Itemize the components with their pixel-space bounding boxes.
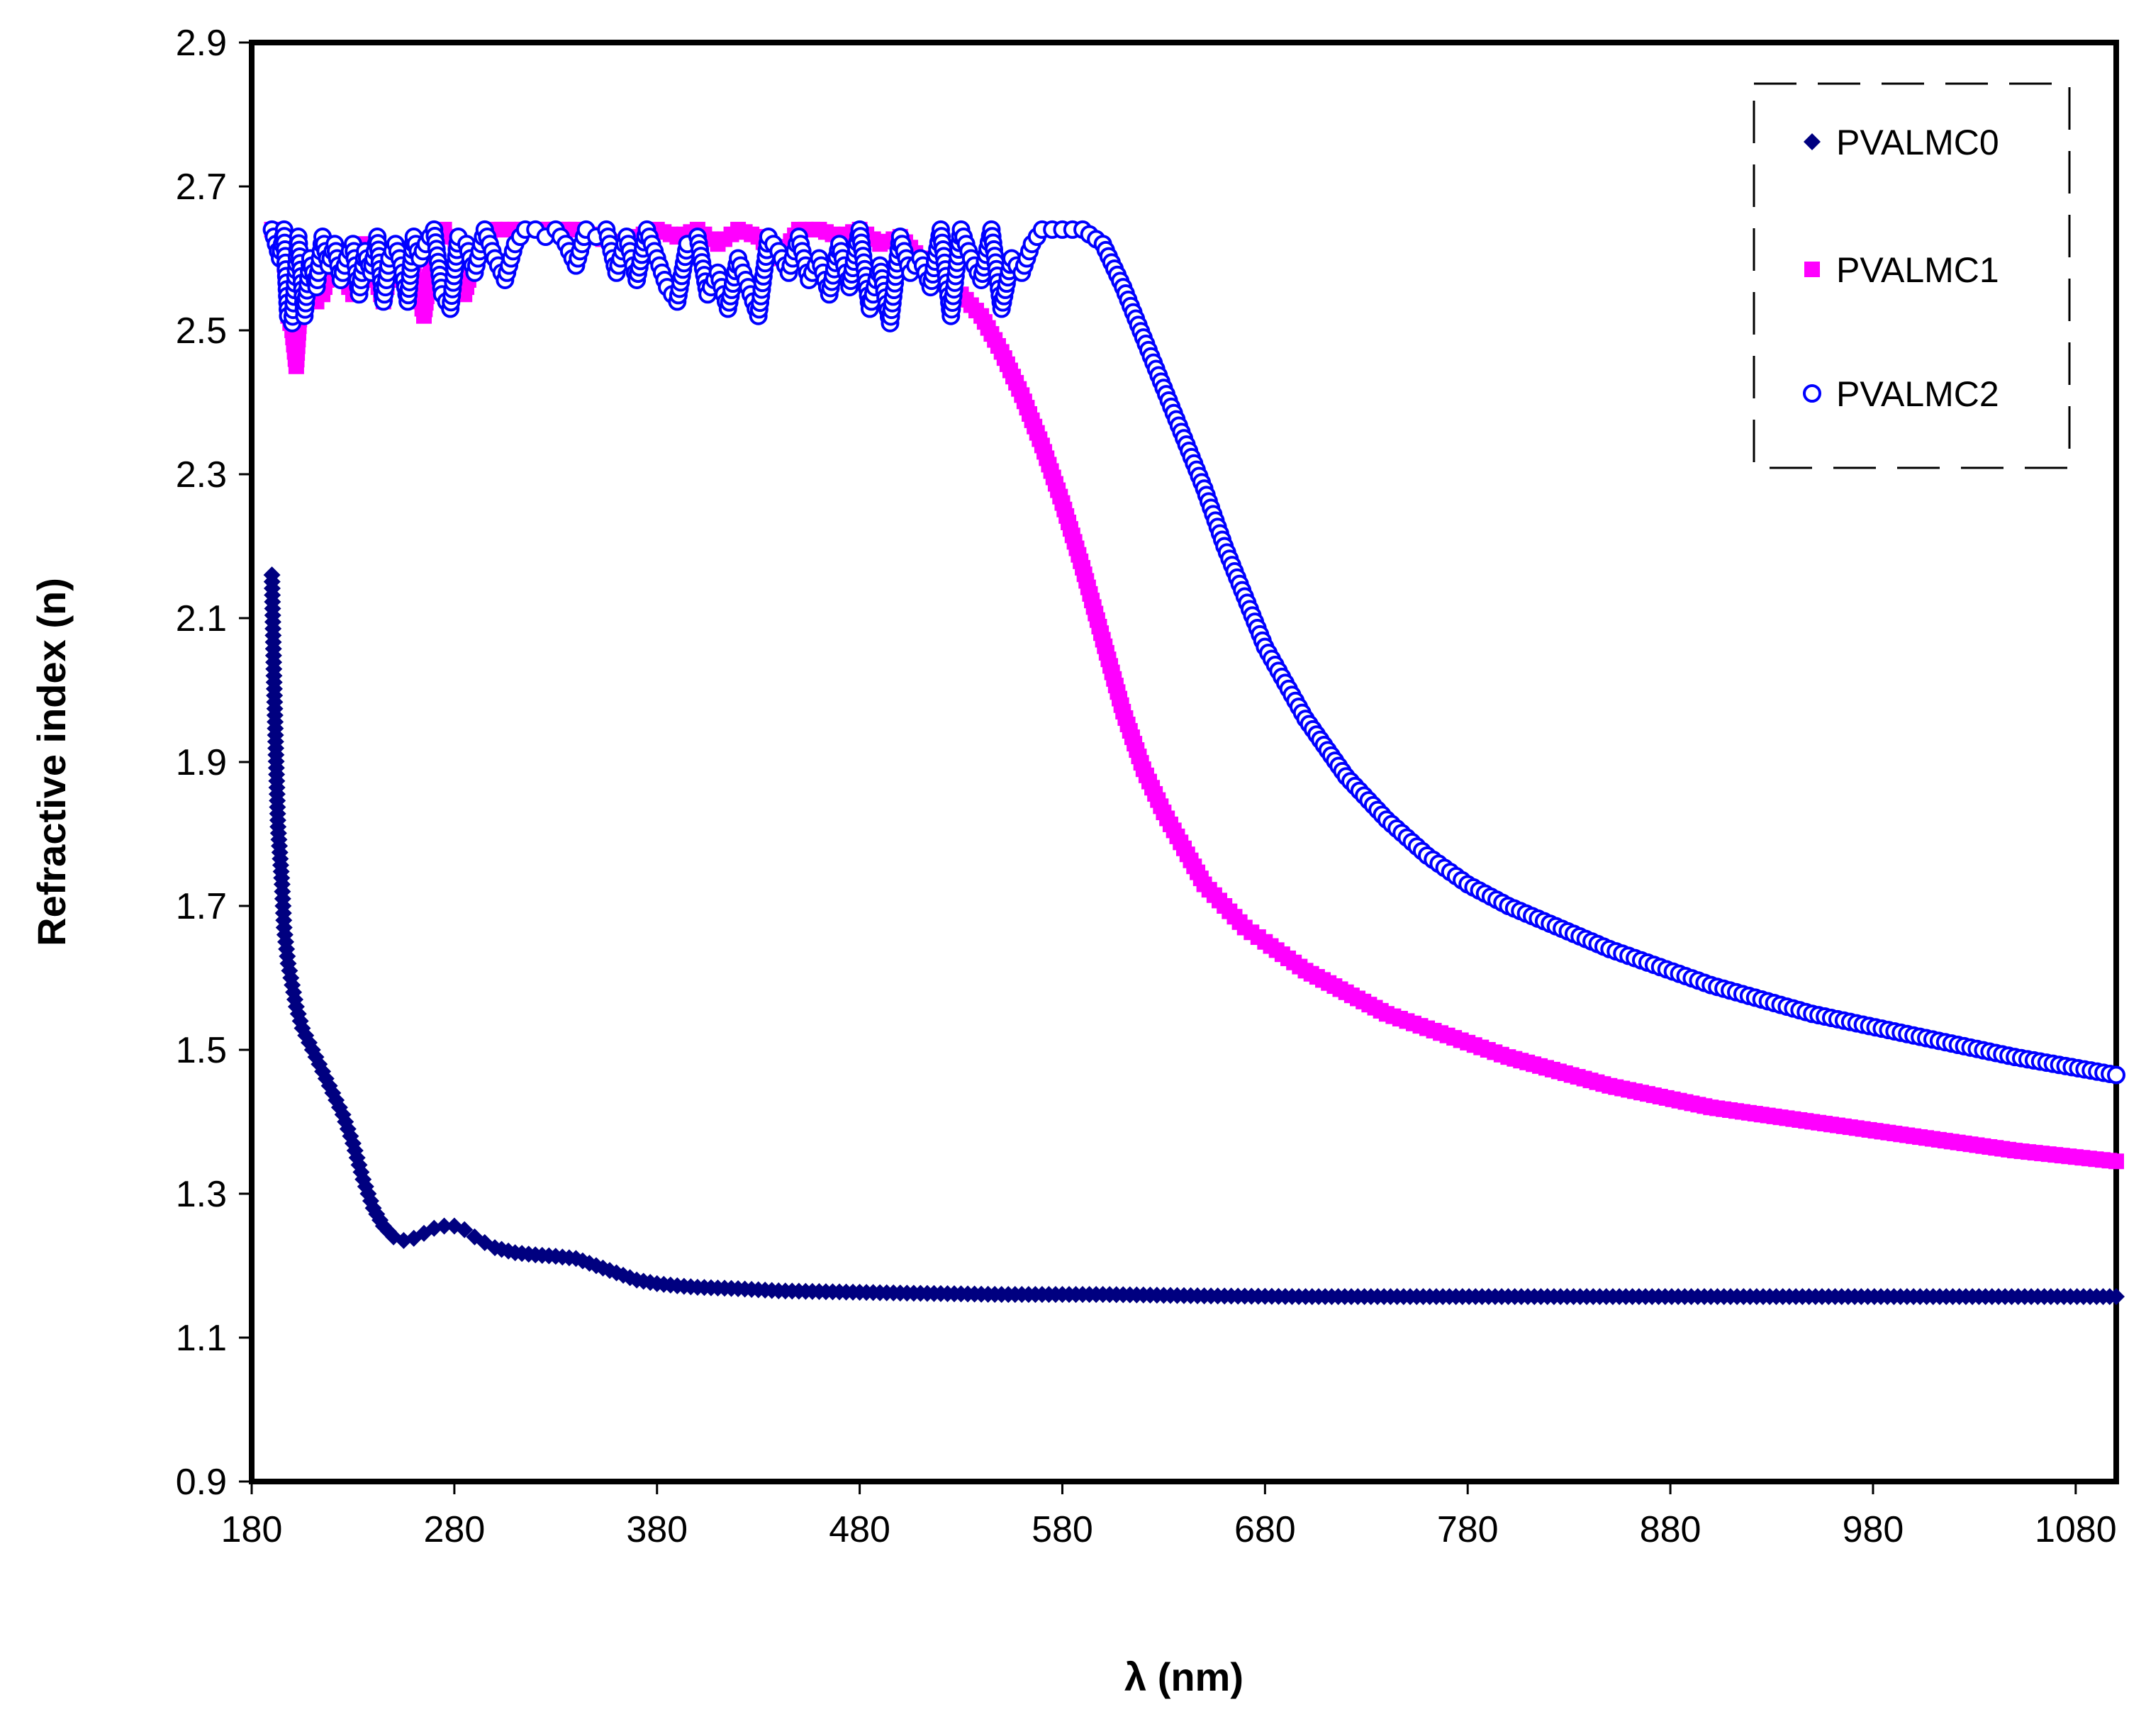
data-point <box>2108 1153 2124 1170</box>
y-tick-label: 2.3 <box>176 454 227 495</box>
y-tick-label: 1.7 <box>176 886 227 927</box>
x-axis-title: λ (nm) <box>1124 1654 1244 1699</box>
data-point <box>2107 1065 2125 1085</box>
data-point <box>456 1221 474 1238</box>
legend: PVALMC0 PVALMC1 PVALMC2 <box>1753 82 2071 469</box>
legend-label-pvalmc2: PVALMC2 <box>1836 374 1999 414</box>
y-tick-label: 1.3 <box>176 1174 227 1215</box>
x-tick-label: 280 <box>423 1509 485 1550</box>
y-tick-label: 2.1 <box>176 598 227 639</box>
x-tick-label: 180 <box>221 1509 283 1550</box>
data-point <box>435 1217 453 1235</box>
x-tick-label: 580 <box>1032 1509 1093 1550</box>
x-axis: 180 280 380 480 580 680 780 880 980 1080 <box>221 1482 2117 1550</box>
y-tick-label: 2.7 <box>176 167 227 208</box>
y-tick-label: 0.9 <box>176 1462 227 1503</box>
x-tick-label: 480 <box>829 1509 890 1550</box>
x-tick-label: 780 <box>1437 1509 1499 1550</box>
y-tick-label: 1.9 <box>176 742 227 783</box>
y-axis-title: Refractive index (n) <box>29 578 74 946</box>
y-tick-label: 1.5 <box>176 1030 227 1071</box>
x-tick-label: 1080 <box>2035 1509 2117 1550</box>
legend-marker-pvalmc2 <box>1803 384 1821 403</box>
x-tick-label: 980 <box>1843 1509 1904 1550</box>
legend-marker-pvalmc0 <box>1804 133 1821 150</box>
legend-label-pvalmc0: PVALMC0 <box>1836 123 1999 162</box>
x-tick-label: 880 <box>1640 1509 1701 1550</box>
data-point <box>2108 1288 2125 1306</box>
x-tick-label: 380 <box>626 1509 688 1550</box>
series-pvalmc0 <box>263 566 2125 1306</box>
x-tick-label: 680 <box>1234 1509 1296 1550</box>
series-pvalmc2 <box>262 220 2125 1085</box>
legend-label-pvalmc1: PVALMC1 <box>1836 250 1999 290</box>
y-axis: 0.9 1.1 1.3 1.5 1.7 1.9 2.1 2.3 2.5 2.7 2.9 <box>176 23 252 1503</box>
y-tick-label: 2.5 <box>176 310 227 352</box>
series-layer <box>262 220 2125 1306</box>
y-tick-label: 1.1 <box>176 1318 227 1359</box>
y-tick-label: 2.9 <box>176 23 227 64</box>
legend-marker-pvalmc1 <box>1804 262 1820 277</box>
